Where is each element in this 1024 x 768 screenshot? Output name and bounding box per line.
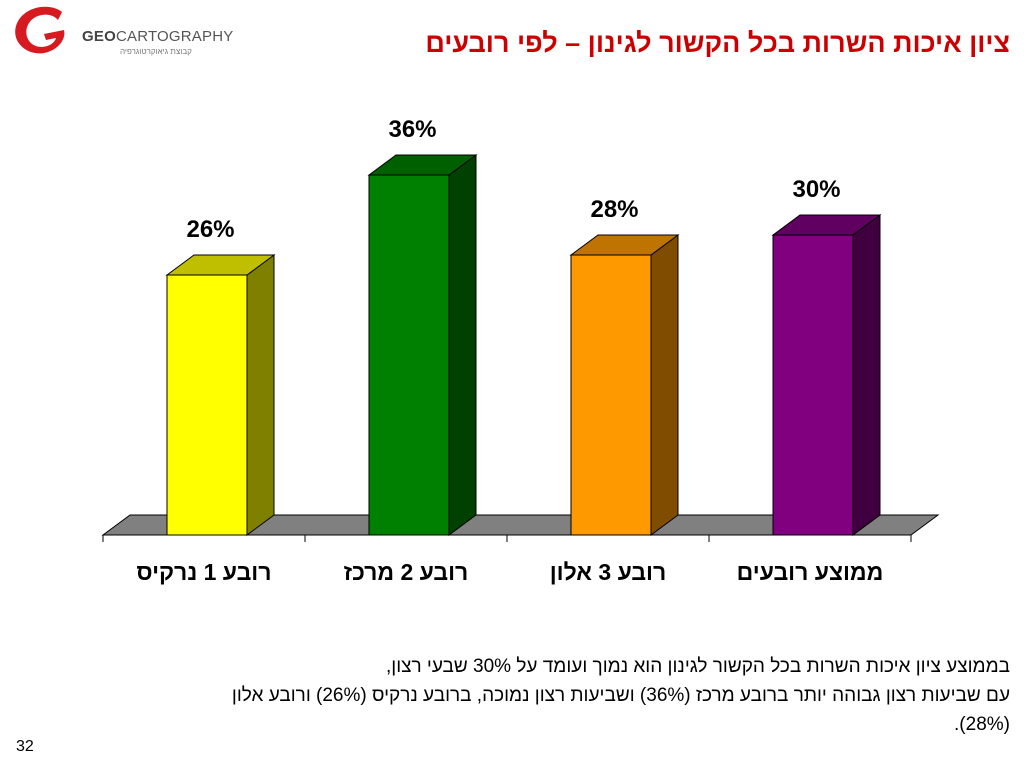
- geocartography-logo: GEOCARTOGRAPHY קבוצת גיאוקרטוגרפיה: [10, 4, 234, 60]
- bar: [367, 154, 478, 536]
- summary-text: בממוצע ציון איכות השרות בכל הקשור לגינון…: [10, 652, 1010, 739]
- logo-tagline: קבוצת גיאוקרטוגרפיה: [120, 47, 192, 56]
- bar-side: [246, 254, 275, 536]
- summary-line-3: (28%).: [954, 714, 1010, 735]
- bar: [771, 214, 882, 536]
- bar-value-label: 30%: [792, 176, 840, 203]
- bar: [569, 234, 680, 536]
- bar-front: [772, 234, 854, 536]
- summary-line-1: בממוצע ציון איכות השרות בכל הקשור לגינון…: [385, 656, 1010, 677]
- logo-mark-icon: [15, 6, 65, 54]
- bar-chart: 26% רובע 1 נרקיס 36% רובע 2 מרכז 28% רובע 3 א…: [101, 116, 940, 585]
- summary-line-2: עם שביעות רצון גבוהה יותר ברובע מרכז (36…: [231, 685, 1010, 706]
- bar-side: [650, 234, 679, 536]
- bar-front: [368, 174, 450, 536]
- bar-side: [852, 214, 881, 536]
- bar-value-label: 28%: [590, 196, 638, 223]
- category-label: רובע 1 נרקיס: [136, 559, 271, 585]
- page-title: ציון איכות השרות בכל הקשור לגינון – לפי …: [425, 28, 1010, 58]
- category-label: רובע 2 מרכז: [344, 559, 469, 585]
- logo-wordmark: GEOCARTOGRAPHY: [82, 28, 234, 45]
- bar: [165, 254, 276, 536]
- category-label: רובע 3 אלון: [550, 559, 667, 585]
- category-label: ממוצע רובעים: [737, 559, 884, 585]
- bar-side: [448, 154, 477, 536]
- bar-front: [570, 254, 652, 536]
- bar-front: [166, 274, 248, 536]
- page-number: 32: [16, 738, 34, 755]
- bar-value-label: 26%: [186, 216, 234, 243]
- bar-value-label: 36%: [388, 116, 436, 143]
